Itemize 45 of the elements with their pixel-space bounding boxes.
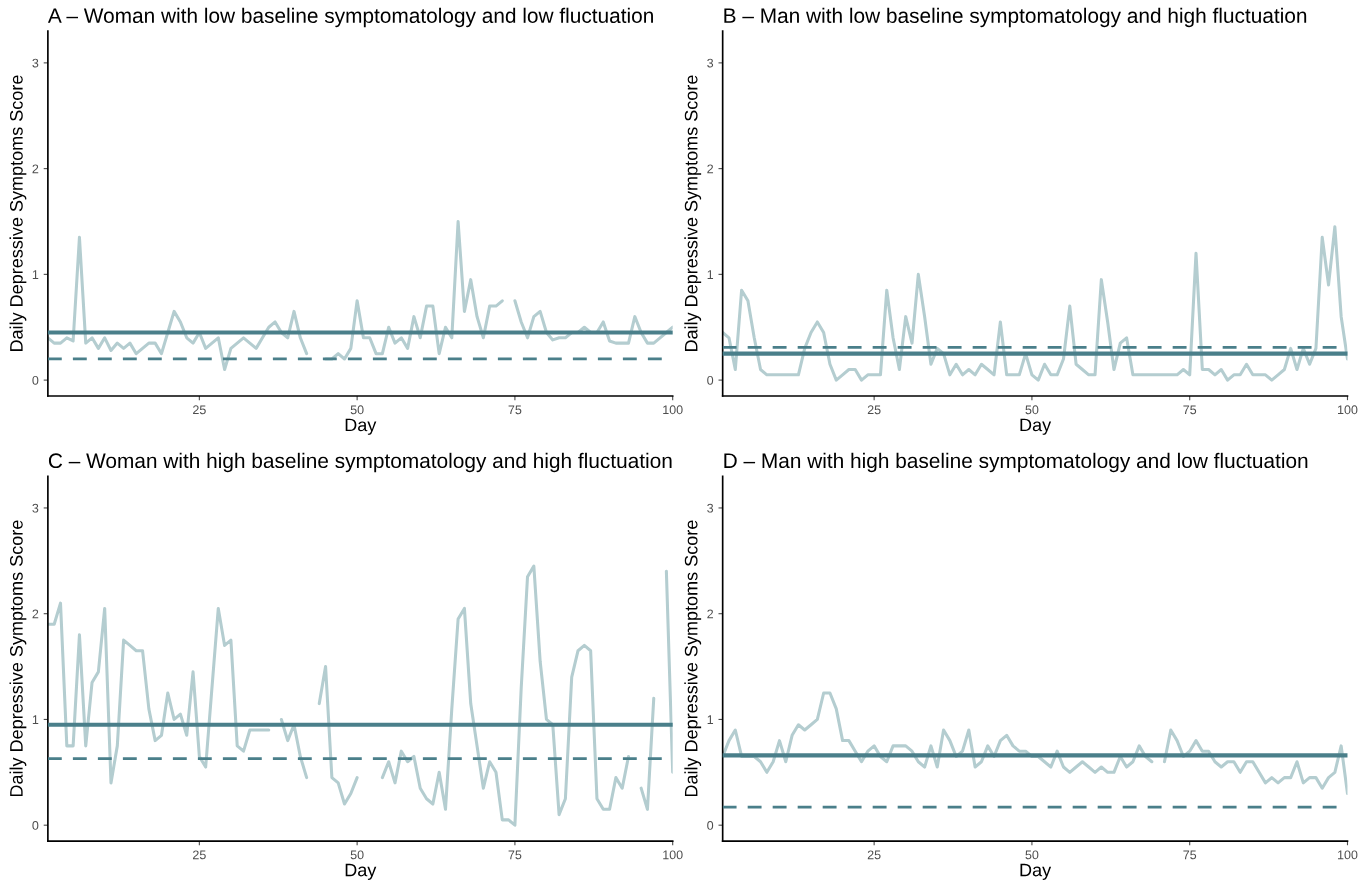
line-series <box>722 225 1348 382</box>
y-tick-label: 0 <box>32 820 39 830</box>
y-tick-label: 3 <box>707 503 714 513</box>
x-tick-label: 25 <box>867 850 881 860</box>
y-tick-label: 3 <box>32 503 39 513</box>
x-tick-label: 100 <box>663 850 683 860</box>
x-tick-label: 25 <box>867 405 881 415</box>
chart-title: A – Woman with low baseline symptomatology and low fluctuation <box>47 7 653 28</box>
x-tick-label: 75 <box>508 850 522 860</box>
y-tick-label: 1 <box>32 270 39 279</box>
y-tick-label: 0 <box>32 375 39 385</box>
x-tick-label: 75 <box>1183 405 1197 415</box>
x-tick-label: 50 <box>350 850 364 860</box>
y-tick-label: 2 <box>707 164 714 174</box>
y-tick-label: 3 <box>707 58 714 68</box>
y-tick-label: 2 <box>707 609 714 619</box>
x-tick-label: 100 <box>663 405 683 415</box>
x-tick-label: 100 <box>1338 850 1358 860</box>
x-axis-title: Day <box>1020 418 1052 435</box>
y-tick-label: 2 <box>32 609 39 619</box>
x-axis-title: Day <box>1020 863 1052 880</box>
y-tick-label: 0 <box>707 375 714 385</box>
x-tick-label: 50 <box>350 405 364 415</box>
x-tick-label: 75 <box>508 405 522 415</box>
y-tick-label: 1 <box>32 715 39 724</box>
y-axis-title: Daily Depressive Symptoms Score <box>9 520 27 797</box>
y-axis-title: Daily Depressive Symptoms Score <box>684 75 702 352</box>
x-tick-label: 25 <box>193 850 206 860</box>
y-tick-label: 2 <box>32 164 39 174</box>
x-axis-title: Day <box>345 418 377 435</box>
x-axis-title: Day <box>345 863 377 880</box>
y-tick-label: 1 <box>707 715 714 724</box>
y-tick-label: 3 <box>32 58 39 68</box>
y-tick-label: 1 <box>707 270 714 279</box>
x-tick-label: 50 <box>1025 405 1039 415</box>
chart-title: B – Man with low baseline symptomatology and high fluctuation <box>724 7 1307 28</box>
x-tick-label: 100 <box>1338 405 1358 415</box>
x-tick-label: 50 <box>1025 850 1039 860</box>
y-axis-title: Daily Depressive Symptoms Score <box>684 520 702 797</box>
x-tick-label: 75 <box>1183 850 1197 860</box>
chart-title: C – Woman with high baseline symptomatology and high fluctuation <box>48 452 672 473</box>
chart-title: D – Man with high baseline symptomatology and low fluctuation <box>724 452 1308 473</box>
y-axis-title: Daily Depressive Symptoms Score <box>9 75 27 352</box>
y-tick-label: 0 <box>707 820 714 830</box>
x-tick-label: 25 <box>193 405 206 415</box>
